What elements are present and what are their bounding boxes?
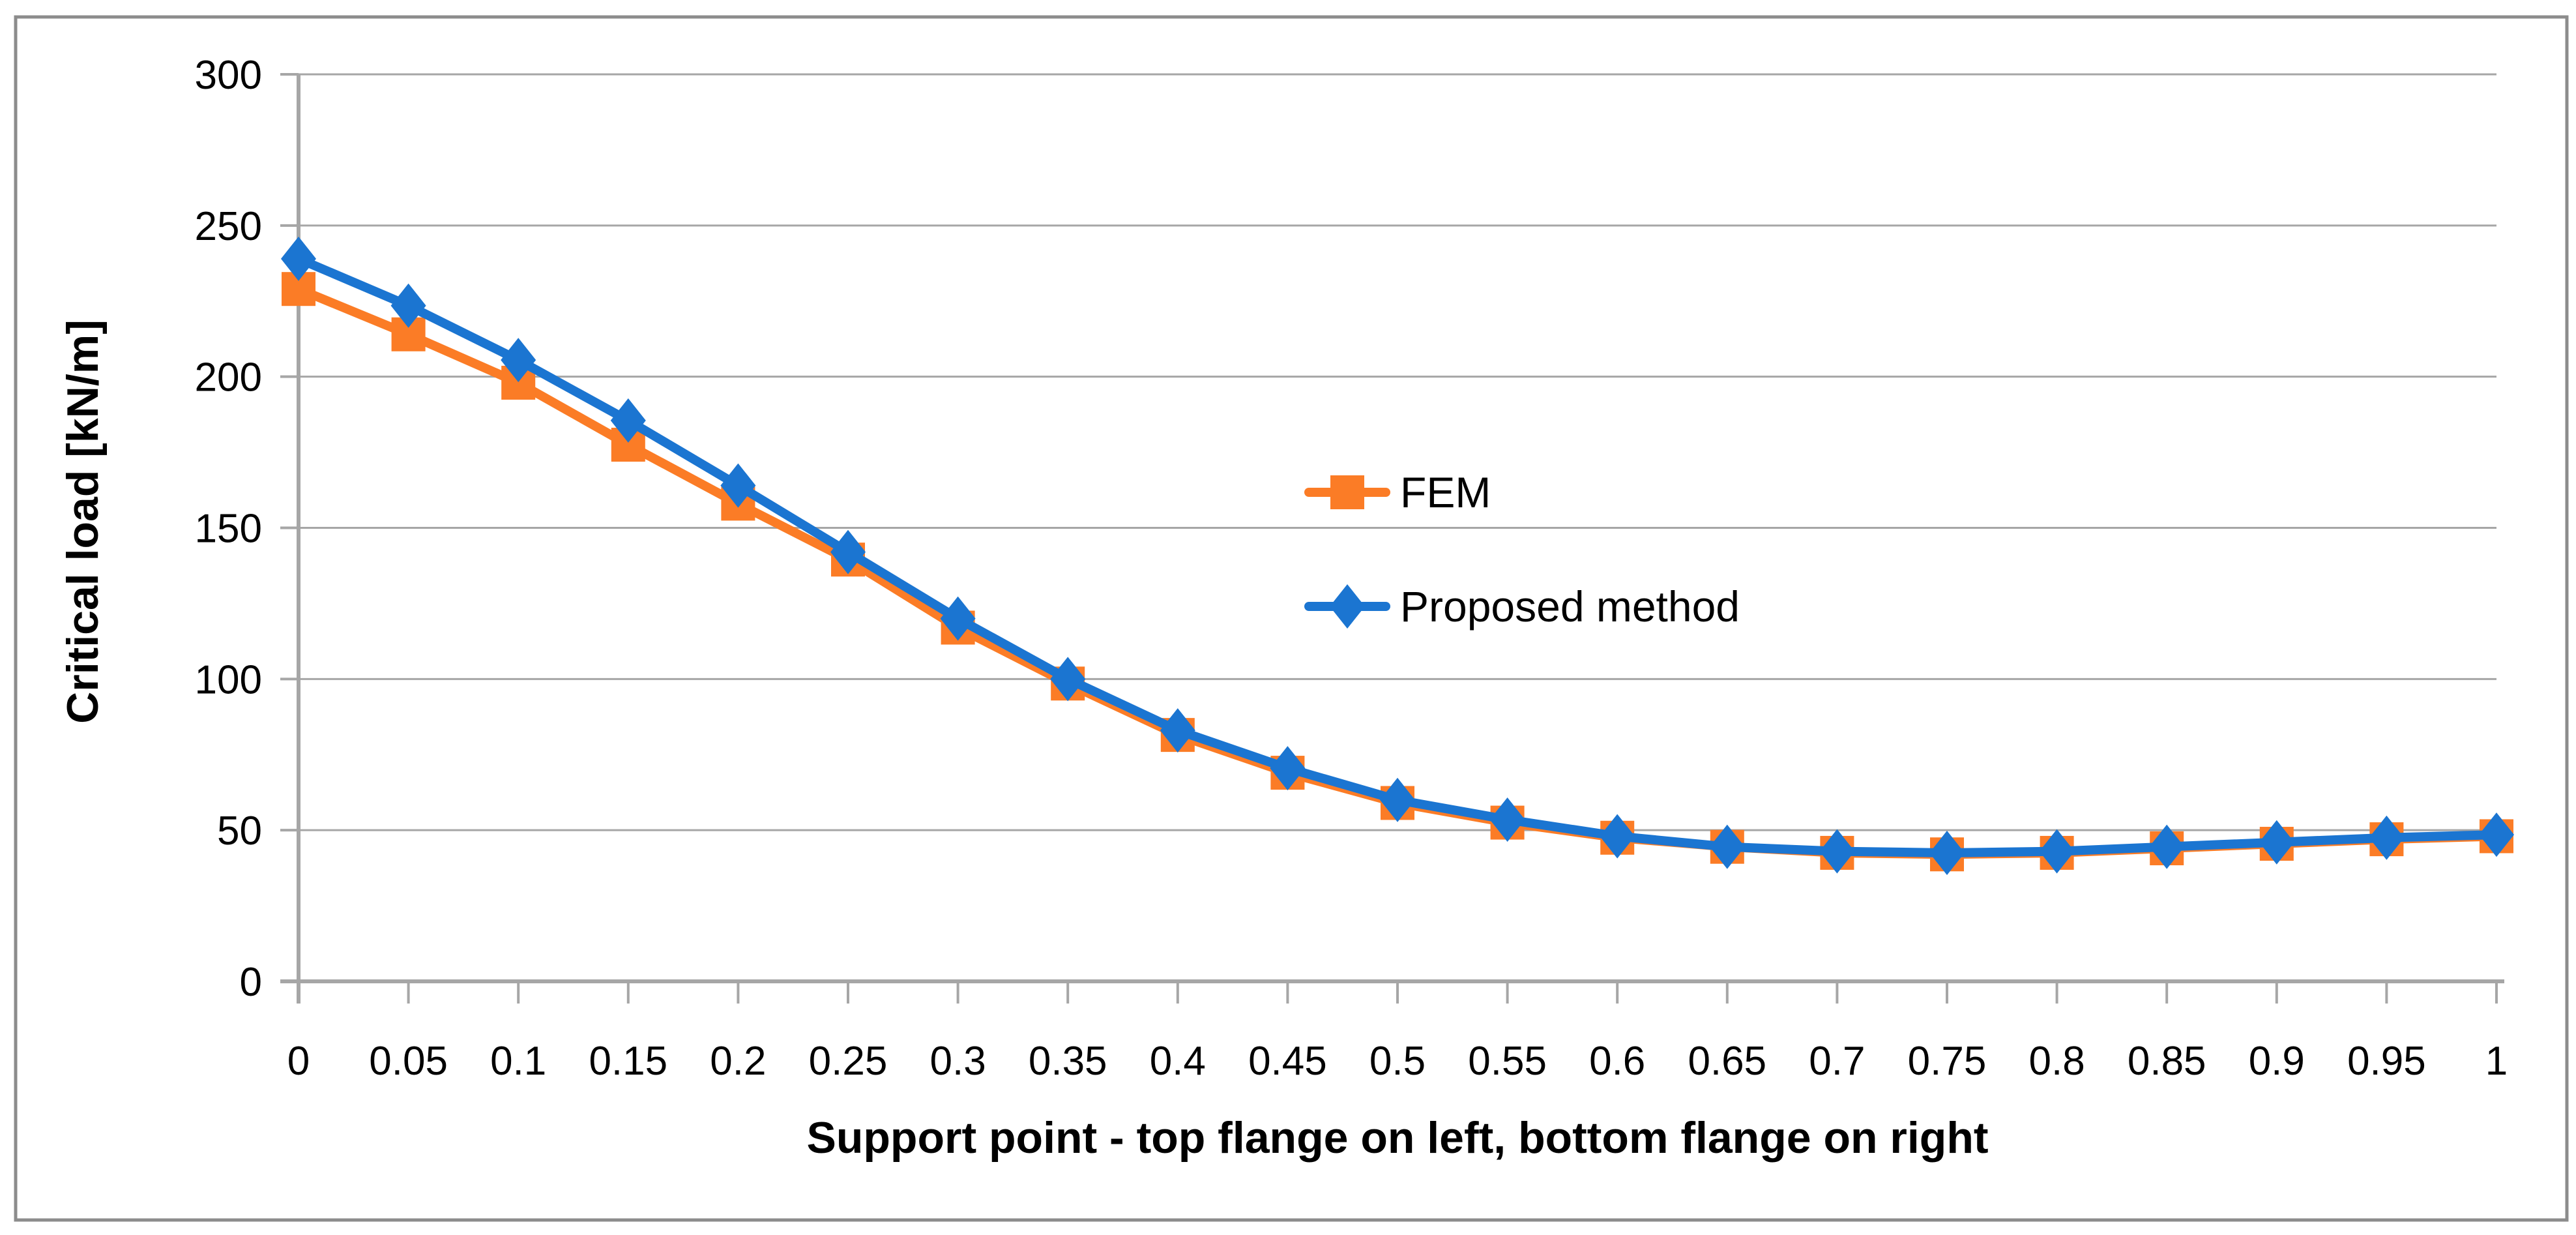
diamond-marker [2149, 824, 2185, 869]
x-tick-label: 0.35 [1029, 1039, 1107, 1084]
x-tick-label: 0.75 [1908, 1039, 1987, 1084]
figure-border [14, 15, 2569, 1222]
x-tick-label: 0.1 [490, 1039, 546, 1084]
x-tick-label: 0.15 [589, 1039, 667, 1084]
x-tick-label: 0.8 [2028, 1039, 2085, 1084]
diamond-marker [2039, 829, 2075, 874]
y-tick-label: 100 [195, 657, 262, 702]
series-line [297, 254, 2497, 857]
x-tick-label: 0.5 [1369, 1039, 1426, 1084]
diamond-marker [1270, 746, 1306, 791]
y-tick-label: 0 [240, 960, 262, 1005]
x-tick-labels: 0 0.05 0.1 0.15 0.2 0.25 0.3 0.35 0.4 0.45 0.5 0.55… [287, 1039, 2508, 1084]
y-ticks [280, 73, 299, 983]
x-tick-label: 0 [287, 1039, 310, 1084]
x-tick-label: 0.7 [1809, 1039, 1865, 1084]
diamond-marker [720, 463, 756, 508]
diamond-marker [501, 338, 536, 383]
y-gridlines [299, 73, 2496, 831]
y-tick-label: 50 [217, 809, 262, 854]
series-line [297, 284, 2497, 859]
diamond-marker [1160, 708, 1195, 753]
diamond-marker [1050, 657, 1086, 702]
y-tick-label: 150 [195, 507, 262, 552]
x-tick-label: 0.3 [929, 1039, 986, 1084]
x-tick-label: 0.2 [710, 1039, 766, 1084]
x-tick-label: 0.4 [1150, 1039, 1206, 1084]
legend-square-marker-icon [1330, 475, 1364, 509]
y-tick-label: 200 [195, 355, 262, 400]
diamond-marker [830, 529, 866, 574]
y-tick-label: 250 [195, 204, 262, 249]
diamond-marker [1600, 814, 1635, 859]
y-tick-label: 300 [195, 53, 262, 98]
diamond-marker [390, 283, 426, 328]
diamond-marker [940, 596, 976, 641]
diamond-marker [2259, 820, 2294, 865]
diamond-marker [281, 236, 316, 281]
legend-item-fem: FEM [1304, 468, 1491, 516]
diamond-marker [1819, 829, 1855, 874]
y-tick-labels: 0 50 100 150 200 250 300 [195, 53, 262, 1005]
series-proposed-method [281, 236, 2514, 875]
x-tick-label: 0.45 [1248, 1039, 1327, 1084]
diamond-marker [1709, 824, 1745, 869]
diamond-marker [1489, 797, 1525, 842]
diamond-marker [1380, 777, 1415, 822]
diamond-marker [2369, 815, 2405, 860]
legend-label: Proposed method [1400, 582, 1740, 631]
x-tick-label: 0.05 [369, 1039, 448, 1084]
x-tick-label: 0.85 [2128, 1039, 2206, 1084]
x-axis-title: Support point - top flange on left, bott… [806, 1113, 1988, 1163]
x-tick-label: 0.65 [1688, 1039, 1766, 1084]
diamond-marker [2479, 812, 2514, 857]
x-tick-label: 0.6 [1589, 1039, 1645, 1084]
legend-diamond-marker-icon [1330, 584, 1365, 629]
diamond-marker [1929, 830, 1965, 875]
legend-label: FEM [1400, 468, 1491, 516]
x-tick-label: 0.95 [2347, 1039, 2426, 1084]
legend: FEM Proposed method [1304, 468, 1740, 631]
y-axis-title: Critical load [kN/m] [58, 320, 108, 724]
x-tick-label: 0.9 [2249, 1039, 2305, 1084]
x-tick-label: 0.55 [1468, 1039, 1547, 1084]
legend-item-proposed-method: Proposed method [1304, 582, 1740, 631]
x-ticks [297, 981, 2498, 1004]
x-tick-label: 0.25 [809, 1039, 888, 1084]
diamond-marker [610, 398, 646, 443]
x-tick-label: 1 [2485, 1039, 2508, 1084]
